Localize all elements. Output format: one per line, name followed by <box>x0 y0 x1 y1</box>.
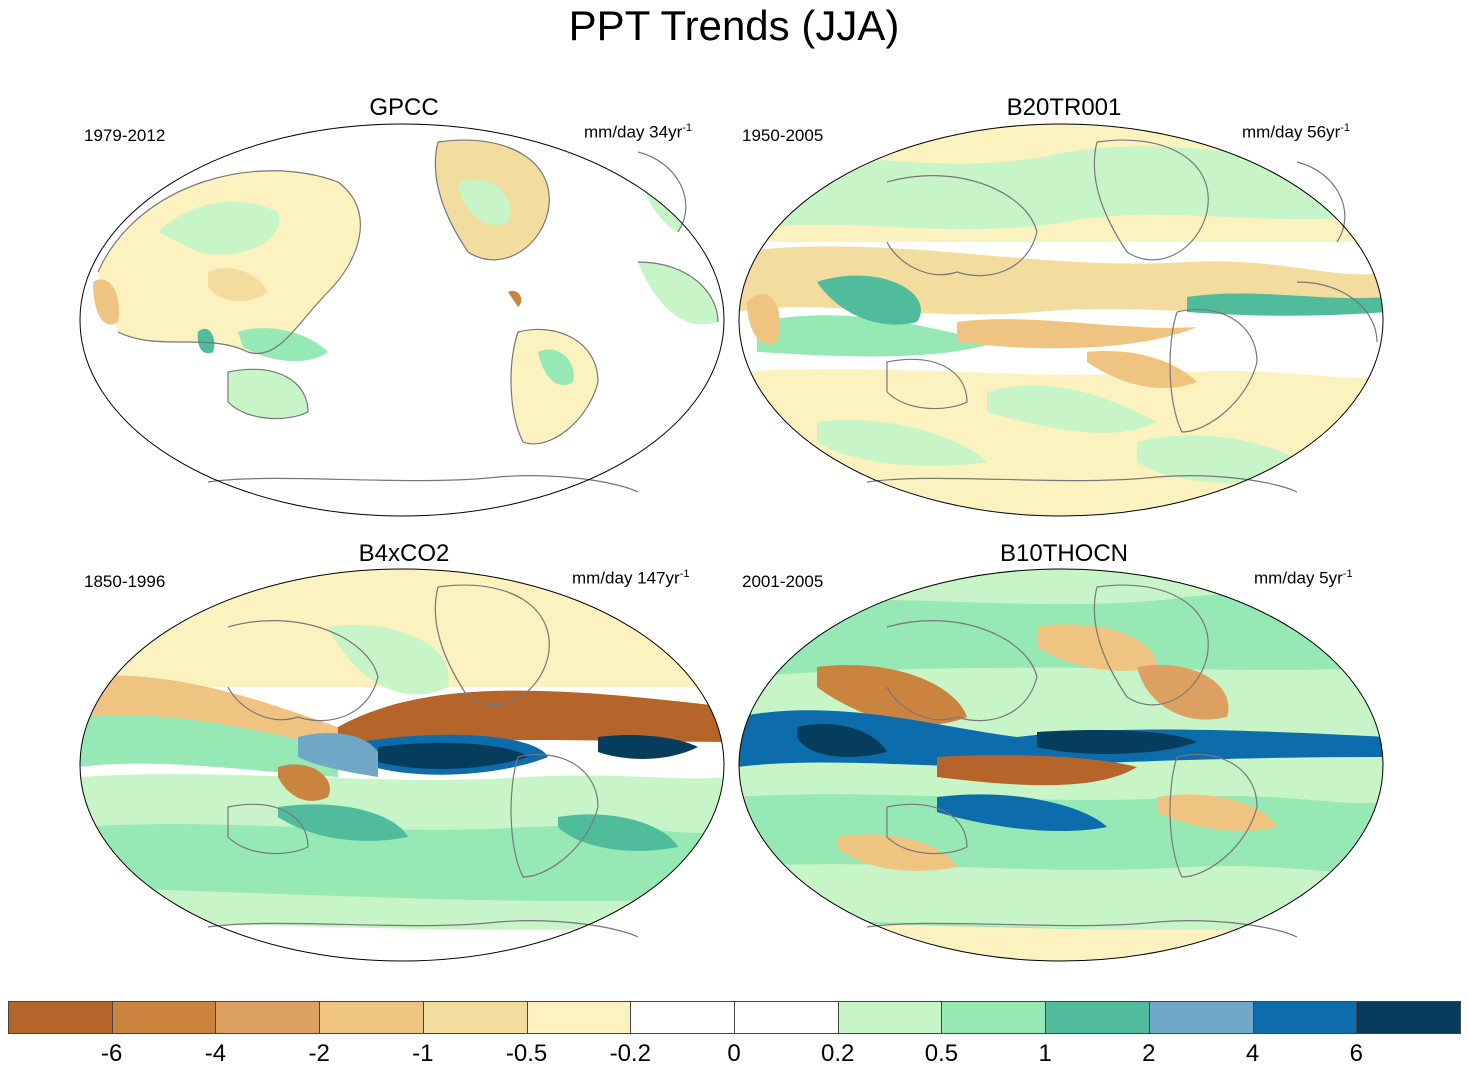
panel-period-gpcc: 1979-2012 <box>84 126 166 145</box>
colorbar-box <box>734 1001 839 1034</box>
colorbar-label: 4 <box>1245 1040 1260 1067</box>
panel-units-b10thocn: mm/day 5yr-1 <box>1254 568 1353 588</box>
colorbar-label: 0 <box>727 1040 741 1067</box>
colorbar-label: 0.2 <box>821 1040 855 1067</box>
panel-period-b20tr001: 1950-2005 <box>742 126 824 145</box>
map-b10thocn <box>738 568 1384 962</box>
colorbar-box <box>1148 1001 1254 1034</box>
coastlines <box>866 139 1378 493</box>
colorbar-label: 0.5 <box>924 1040 959 1067</box>
panel-units-b4xco2: mm/day 147yr-1 <box>572 568 690 588</box>
panel-period-b4xco2: 1850-1996 <box>84 572 166 591</box>
colorbar-box <box>215 1001 321 1034</box>
colorbar-box <box>1045 1001 1150 1034</box>
colorbar-box <box>1356 1001 1461 1034</box>
map-gpcc <box>79 123 725 517</box>
colorbar-label: -0.5 <box>505 1040 548 1067</box>
coastlines <box>866 584 1298 938</box>
colorbar-label: -6 <box>101 1040 123 1067</box>
panel-period-b10thocn: 2001-2005 <box>742 572 824 591</box>
colorbar-box <box>422 1001 528 1034</box>
colorbar-box <box>319 1001 424 1034</box>
precip-trend-fills <box>739 124 1383 516</box>
colorbar-box <box>111 1001 217 1034</box>
colorbar-box <box>630 1001 735 1034</box>
panel-title-b20tr001: B20TR001 <box>1006 94 1122 121</box>
coastlines <box>97 139 719 493</box>
colorbar-box <box>941 1001 1047 1034</box>
main-title: PPT Trends (JJA) <box>568 2 900 49</box>
colorbar-label: 1 <box>1038 1040 1052 1067</box>
colorbar <box>8 1001 1461 1035</box>
colorbar-label: 2 <box>1142 1040 1156 1067</box>
colorbar-box <box>8 1001 113 1034</box>
map-b20tr001 <box>738 123 1384 517</box>
colorbar-box <box>526 1001 632 1034</box>
colorbar-label: -1 <box>412 1040 434 1067</box>
colorbar-box <box>1252 1001 1358 1034</box>
colorbar-label: -2 <box>308 1040 330 1067</box>
colorbar-label: -0.2 <box>609 1040 651 1067</box>
panel-title-gpcc: GPCC <box>369 94 439 121</box>
colorbar-label: 6 <box>1349 1040 1363 1067</box>
colorbar-box <box>837 1001 943 1034</box>
map-b4xco2 <box>79 568 725 962</box>
panel-units-gpcc: mm/day 34yr-1 <box>584 122 693 142</box>
panel-units-b20tr001: mm/day 56yr-1 <box>1242 122 1351 142</box>
panel-title-b4xco2: B4xCO2 <box>358 540 450 567</box>
panel-title-b10thocn: B10THOCN <box>999 540 1129 567</box>
colorbar-label: -4 <box>204 1040 227 1067</box>
coastlines <box>207 584 639 938</box>
